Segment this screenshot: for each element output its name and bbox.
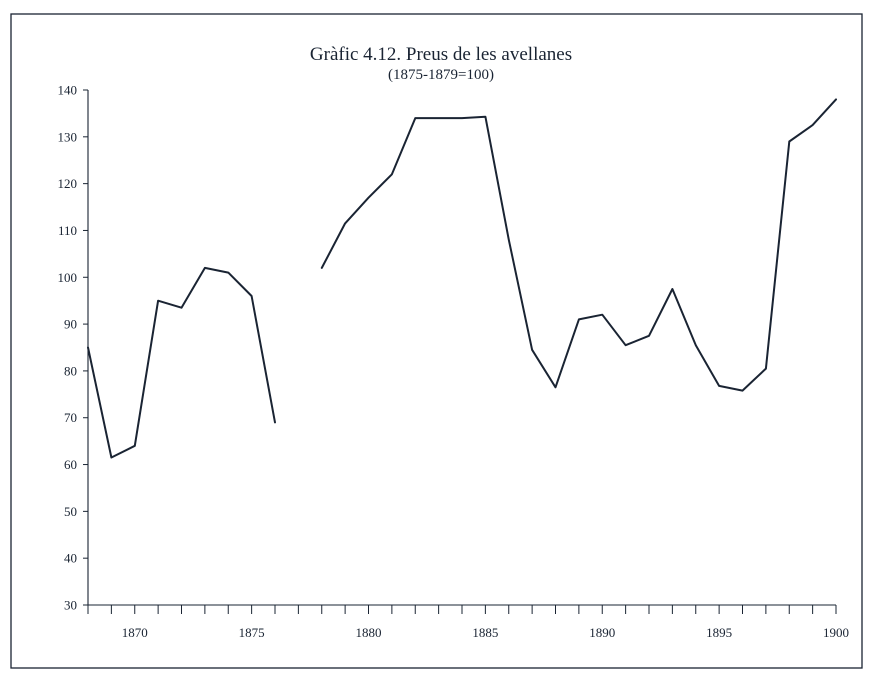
y-tick-label: 50 <box>64 504 77 519</box>
y-tick-label: 80 <box>64 363 77 378</box>
x-tick-label: 1895 <box>706 625 732 640</box>
y-tick-label: 40 <box>64 551 77 566</box>
y-tick-label: 110 <box>58 223 77 238</box>
series-line <box>87 266 276 459</box>
y-tick-label: 130 <box>58 129 78 144</box>
x-tick-label: 1900 <box>823 625 849 640</box>
y-tick-label: 120 <box>58 176 78 191</box>
plot-series <box>87 98 837 459</box>
y-tick-label: 100 <box>58 270 78 285</box>
y-tick-label: 60 <box>64 457 77 472</box>
x-tick-label: 1875 <box>239 625 265 640</box>
chart-frame <box>10 13 863 669</box>
chart-subtitle: (1875-1879=100) <box>388 67 494 83</box>
chart-title: Gràfic 4.12. Preus de les avellanes <box>310 44 572 65</box>
x-tick-label: 1870 <box>122 625 148 640</box>
y-tick-label: 90 <box>64 317 77 332</box>
y-tick-label: 30 <box>64 598 77 613</box>
x-tick-label: 1890 <box>589 625 615 640</box>
series-line <box>320 98 837 392</box>
y-tick-label: 140 <box>58 83 78 98</box>
x-tick-label: 1880 <box>356 625 382 640</box>
y-tick-label: 70 <box>64 410 77 425</box>
x-tick-label: 1885 <box>472 625 498 640</box>
x-axis: 1870 1875 1880 1885 1890 1895 1900 <box>87 604 849 640</box>
y-axis: 30 40 50 60 70 80 90 100 110 120 130 140 <box>58 83 89 613</box>
